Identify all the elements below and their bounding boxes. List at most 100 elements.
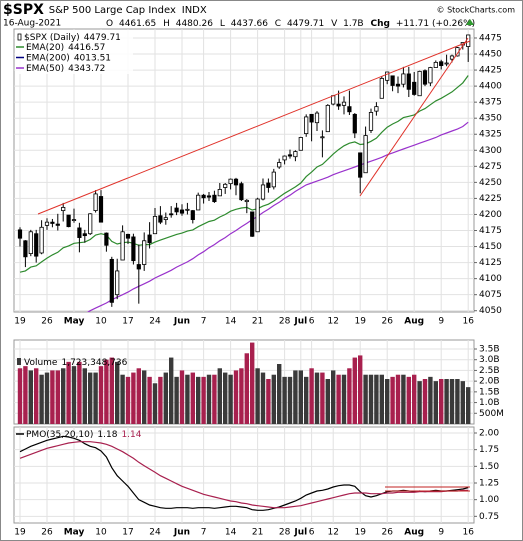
x-tick-label: 21 [252, 317, 263, 327]
y-tick-label: 4425 [479, 66, 502, 76]
candle-body [433, 61, 438, 68]
x-tick-label: 28 [279, 528, 291, 538]
volume-bar [212, 374, 217, 424]
candle-body [309, 113, 314, 123]
exchange: INDX [182, 5, 207, 16]
volume-bar [169, 357, 174, 424]
volume-bar [304, 376, 309, 424]
candle-body [190, 210, 195, 220]
x-tick-label: 19 [14, 528, 26, 538]
volume-bar [395, 374, 401, 424]
candle-body [71, 219, 77, 221]
candle-body [50, 221, 55, 224]
x-tick-label: 10 [95, 528, 107, 538]
quote-value: 4437.66 [231, 19, 268, 29]
candle-body [385, 71, 390, 81]
quote-label: Chg [370, 19, 389, 29]
candle-body [239, 183, 244, 201]
y-tick-label: 0.75 [479, 512, 499, 522]
candle-body [314, 112, 320, 124]
candle-body [428, 67, 433, 84]
candle-body [449, 55, 455, 60]
header-line: $SPX S&P 500 Large Cap Index INDX [3, 2, 207, 18]
volume-bar [239, 368, 244, 424]
candle-body [331, 95, 336, 105]
x-tick-label: Aug [404, 317, 424, 327]
volume-bar [34, 368, 39, 424]
x-tick-label: 19 [354, 528, 366, 538]
x-tick-label: 19 [14, 317, 26, 327]
candle-body [169, 213, 174, 216]
x-tick-label: 26 [381, 528, 393, 538]
y-tick-label: 4150 [479, 242, 502, 252]
candle-body [293, 151, 298, 158]
x-tick-label: 16 [462, 528, 474, 538]
candle-body [185, 208, 190, 211]
y-tick-label: 4100 [479, 274, 502, 284]
volume-bar [71, 366, 77, 424]
y-tick-label: 4400 [479, 82, 502, 92]
x-tick-label: 28 [279, 317, 291, 327]
candle-body [17, 229, 23, 239]
volume-bar [271, 374, 276, 424]
volume-bar [131, 372, 136, 424]
x-tick-label: 24 [149, 317, 161, 327]
candle-body [88, 213, 93, 235]
volume-bar [50, 370, 55, 424]
volume-bar [142, 370, 147, 424]
x-tick-label: Jun [173, 528, 190, 538]
candle-body [217, 189, 222, 197]
legend-entry: EMA(20) 4416.57 [26, 43, 105, 53]
candle-body [142, 240, 147, 265]
volume-bar [66, 361, 71, 424]
volume-bar [277, 364, 282, 424]
volume-bar [228, 374, 233, 424]
series-line [86, 121, 469, 312]
candle-body [368, 112, 374, 131]
candle-body [401, 73, 406, 85]
y-tick-label: 1.25 [479, 479, 499, 489]
candle-body [395, 83, 401, 87]
candle-body [55, 223, 60, 226]
trend-line [37, 40, 471, 215]
volume-bar [325, 379, 330, 424]
candle-body [147, 234, 152, 244]
source: © StockCharts.com [437, 6, 516, 15]
symbol: $SPX [3, 2, 44, 18]
volume-bar [206, 374, 212, 424]
candle-body [104, 232, 109, 246]
volume-bar [347, 368, 352, 424]
volume-bar [379, 374, 384, 424]
legend-entry: $SPX (Daily) 4479.71 [24, 33, 121, 43]
volume-bar [163, 372, 168, 424]
volume-bar [412, 374, 417, 424]
up-arrow [466, 19, 474, 25]
volume-bar [287, 376, 293, 424]
volume-bar [196, 376, 201, 424]
legend-part: 4479.71 [84, 33, 121, 43]
candle-body [255, 198, 260, 233]
candle-body [61, 206, 66, 212]
volume-bar [104, 359, 109, 424]
candle-body [304, 116, 309, 135]
candle-body [379, 78, 384, 99]
y-tick-label: 500M [479, 409, 504, 419]
x-tick-label: 7 [201, 317, 207, 327]
candle-body [201, 194, 206, 199]
x-tick-label: 6 [309, 528, 315, 538]
legend-icon [17, 33, 22, 41]
volume-bar [125, 376, 131, 424]
candle-body [277, 162, 282, 168]
x-tick-label: 24 [149, 528, 161, 538]
x-tick-label: 17 [122, 528, 133, 538]
legend-part: Volume [24, 358, 58, 368]
volume-bar [368, 374, 374, 424]
y-tick-label: 1.00 [479, 495, 499, 505]
volume-bar [44, 372, 50, 424]
volume-bar [233, 370, 239, 424]
legend-part: 1,723,348,736 [61, 358, 127, 368]
volume-bar [444, 379, 449, 424]
candle-body [341, 101, 347, 106]
volume-bar [190, 372, 195, 424]
candle-body [260, 184, 266, 200]
